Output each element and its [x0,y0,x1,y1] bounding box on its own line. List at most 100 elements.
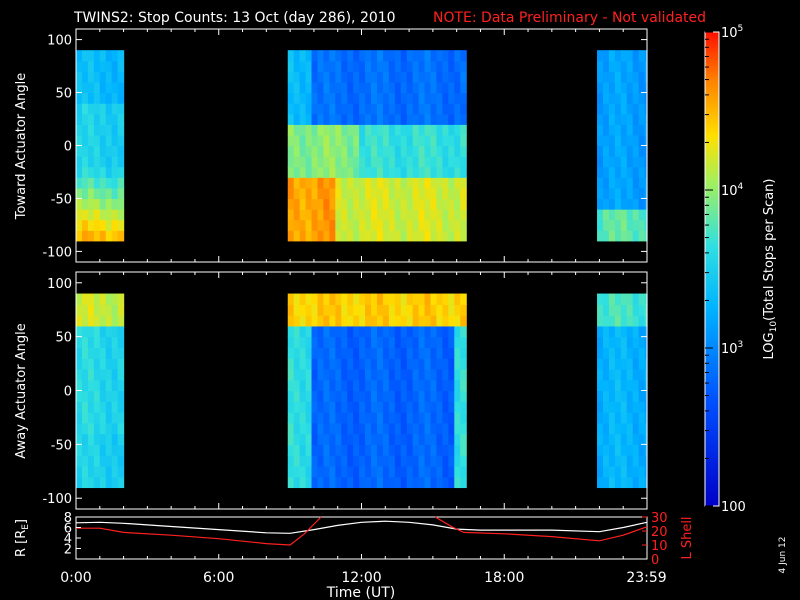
heatmap-cell [620,71,628,83]
heatmap-cell [293,103,301,115]
heatmap-cell [632,304,640,316]
date-stamp: 4 Jun 12 [778,537,788,574]
heatmap-cell [388,156,396,168]
x-tick-label: 12:00 [341,570,381,586]
heatmap-cell [602,325,610,338]
heatmap-cell [632,444,640,456]
heatmap-cell [111,325,119,338]
heatmap-cell [93,50,101,62]
heatmap-cell [371,455,378,467]
heatmap-cell [323,465,330,478]
r-tick-label: 4 [64,532,72,547]
heatmap-cell [388,71,396,83]
heatmap-cell [430,325,438,338]
heatmap-cell [359,465,366,478]
heatmap-cell [602,465,610,478]
heatmap-cell [111,177,119,189]
heatmap-cell [424,187,432,200]
heatmap-cell [99,166,107,178]
heatmap-cell [602,455,610,467]
heatmap-cell [394,60,402,72]
heatmap-cell [608,187,616,200]
heatmap-cell [305,444,313,456]
heatmap-cell [597,347,604,359]
heatmap-cell [111,347,119,359]
heatmap-cell [329,455,336,467]
heatmap-cell [347,390,354,402]
heatmap-cell [382,476,390,489]
heatmap-cell [454,347,461,359]
heatmap-cell [436,177,443,189]
heatmap-cell [81,325,89,338]
heatmap-cell [620,134,628,147]
heatmap-cell [400,358,408,370]
heatmap-cell [436,187,443,200]
heatmap-cell [76,315,83,327]
heatmap-cell [382,304,390,316]
heatmap-cell [371,401,378,413]
heatmap-cell [353,379,360,392]
heatmap-cell [602,379,610,392]
heatmap-cell [365,358,372,370]
heatmap-cell [394,156,402,168]
heatmap-cell [305,304,313,316]
heatmap-cell [376,60,384,72]
heatmap-cell [436,166,443,178]
heatmap-cell [448,455,455,467]
heatmap-cell [454,156,461,168]
heatmap-cell [597,198,604,210]
heatmap-cell [311,401,319,413]
heatmap-cell [626,476,634,489]
heatmap-cell [287,145,295,157]
heatmap-cell [293,124,301,136]
heatmap-cell [317,368,325,381]
heatmap-cell [406,230,414,242]
heatmap-cell [341,304,348,316]
heatmap-cell [436,379,443,392]
heatmap-cell [293,368,301,381]
heatmap-cell [436,209,443,221]
heatmap-cell [371,433,378,445]
heatmap-cell [93,347,101,359]
heatmap-cell [117,219,125,231]
heatmap-cell [376,145,384,157]
heatmap-cell [602,230,610,242]
heatmap-cell [117,81,125,94]
heatmap-cell [365,134,372,147]
heatmap-cell [365,368,372,381]
heatmap-cell [347,412,354,424]
heatmap-cell [305,50,313,62]
heatmap-cell [644,230,648,242]
heatmap-cell [614,412,622,424]
heatmap-cell [287,124,295,136]
heatmap-cell [293,412,301,424]
heatmap-cell [87,347,95,359]
heatmap-cell [632,166,640,178]
heatmap-cell [293,134,301,147]
heatmap-cell [317,293,325,305]
heatmap-cell [371,81,378,94]
heatmap-cell [626,347,634,359]
heatmap-cell [305,325,313,338]
heatmap-cell [454,81,461,94]
heatmap-cell [347,358,354,370]
heatmap-cell [111,455,119,467]
heatmap-cell [341,198,348,210]
heatmap-cell [382,103,390,115]
l-shell-tick-label: 0 [651,553,659,568]
heatmap-cell [424,219,432,231]
heatmap-cell [93,230,101,242]
heatmap-cell [323,145,330,157]
heatmap-cell [442,293,449,305]
heatmap-cell [620,187,628,200]
heatmap-cell [418,347,426,359]
heatmap-cell [602,166,610,178]
heatmap-cell [93,390,101,402]
heatmap-cell [436,81,443,94]
heatmap-cell [418,336,426,349]
heatmap-cell [111,336,119,349]
heatmap-cell [454,336,461,349]
heatmap-cell [412,401,420,413]
heatmap-cell [400,422,408,435]
heatmap-cell [347,60,354,72]
